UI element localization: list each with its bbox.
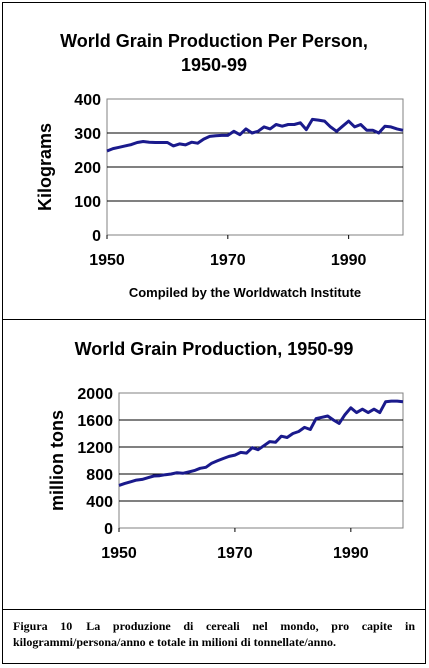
y-axis-label: Kilograms	[35, 123, 55, 211]
x-tick-label: 1990	[331, 252, 367, 269]
x-tick-label: 1950	[101, 545, 137, 562]
figure-frame: World Grain Production Per Person, 1950-…	[2, 2, 426, 664]
x-tick-label: 1970	[217, 545, 253, 562]
per-person-chart: 0 100 200 300 400 1950 1970 1990 Kilograms Compil…	[35, 92, 404, 300]
y-tick-label: 2000	[77, 386, 113, 403]
y-tick-label: 100	[74, 194, 101, 211]
y-tick-label: 0	[104, 521, 113, 538]
chart-panel-per-person: World Grain Production Per Person, 1950-…	[3, 3, 425, 320]
y-tick-label: 0	[92, 228, 101, 245]
chart-title-line2: 1950-99	[180, 55, 248, 75]
y-tick-label: 200	[74, 160, 101, 177]
total-production-chart: 0 400 800 1200 1600 2000 1950 1970 1990 million t…	[47, 386, 404, 562]
series-line	[118, 399, 404, 487]
plot-area	[118, 392, 404, 529]
chart-title-line1: World Grain Production Per Person,	[60, 31, 368, 51]
x-tick-label: 1970	[210, 252, 246, 269]
series-line	[106, 117, 404, 153]
y-tick-label: 300	[74, 126, 101, 143]
caption-text: La produzione di cereali nel mondo, pro …	[13, 619, 415, 649]
source-note: Compiled by the Worldwatch Institute	[129, 285, 361, 300]
y-tick-label: 1200	[77, 440, 113, 457]
chart-panel-total: World Grain Production, 1950-99 0 400 800 1…	[3, 319, 425, 609]
y-tick-label: 400	[86, 494, 113, 511]
y-tick-label: 800	[86, 467, 113, 484]
x-tick-label: 1990	[333, 545, 369, 562]
y-tick-label: 400	[74, 92, 101, 109]
y-axis-label: million tons	[47, 410, 67, 511]
figure-caption: Figura 10 La produzione di cereali nel mo…	[3, 609, 425, 663]
chart-title: World Grain Production, 1950-99	[74, 339, 354, 359]
x-tick-label: 1950	[89, 252, 125, 269]
caption-label: Figura 10	[13, 619, 73, 633]
y-tick-label: 1600	[77, 413, 113, 430]
